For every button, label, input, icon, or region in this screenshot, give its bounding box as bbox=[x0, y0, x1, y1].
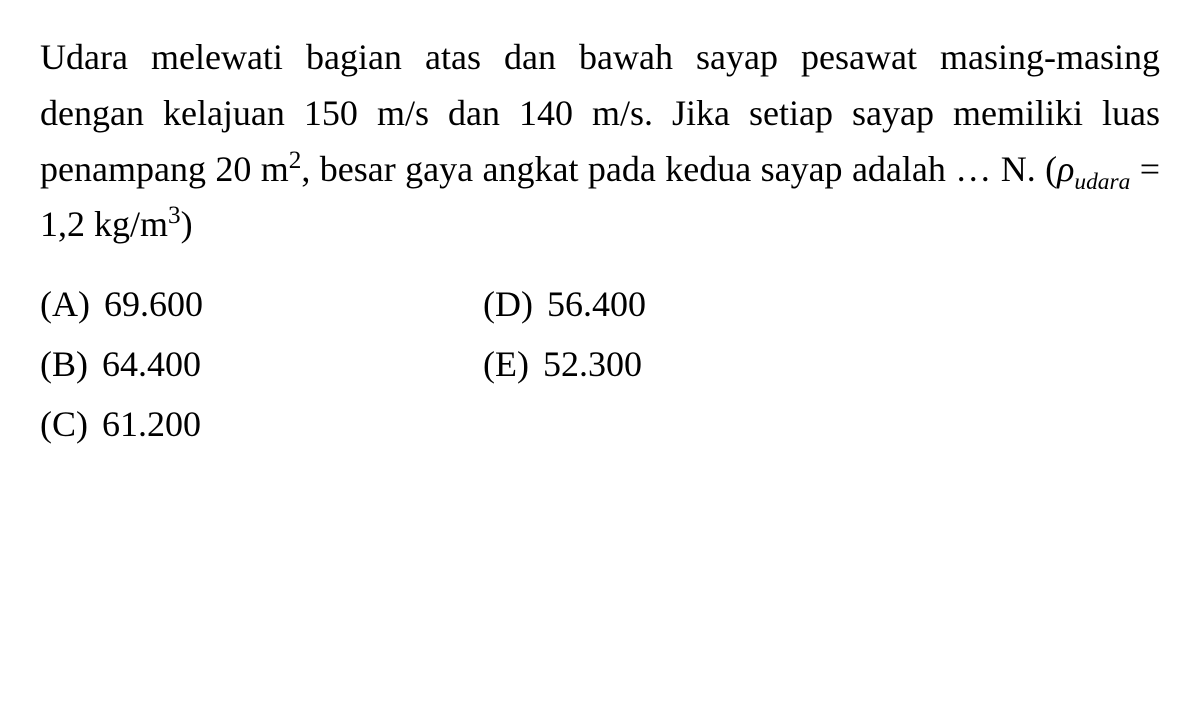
option-value-c: 61.200 bbox=[102, 397, 201, 451]
question-part-4: ) bbox=[181, 204, 193, 244]
option-label-d: (D) bbox=[483, 277, 533, 331]
option-value-a: 69.600 bbox=[104, 277, 203, 331]
options-container: (A) 69.600 (B) 64.400 (C) 61.200 (D) 56.… bbox=[40, 277, 1160, 451]
options-column-right: (D) 56.400 (E) 52.300 bbox=[483, 277, 646, 451]
option-value-b: 64.400 bbox=[102, 337, 201, 391]
option-c: (C) 61.200 bbox=[40, 397, 203, 451]
option-d: (D) 56.400 bbox=[483, 277, 646, 331]
option-label-a: (A) bbox=[40, 277, 90, 331]
option-value-e: 52.300 bbox=[543, 337, 642, 391]
question-text: Udara melewati bagian atas dan bawah say… bbox=[40, 30, 1160, 253]
subscript-udara: udara bbox=[1074, 169, 1130, 195]
option-b: (B) 64.400 bbox=[40, 337, 203, 391]
option-a: (A) 69.600 bbox=[40, 277, 203, 331]
option-e: (E) 52.300 bbox=[483, 337, 646, 391]
rho-symbol: ρ bbox=[1057, 149, 1074, 189]
option-label-b: (B) bbox=[40, 337, 88, 391]
option-label-e: (E) bbox=[483, 337, 529, 391]
options-column-left: (A) 69.600 (B) 64.400 (C) 61.200 bbox=[40, 277, 203, 451]
question-part-2: , besar gaya angkat pada kedua sayap ada… bbox=[301, 149, 1057, 189]
superscript-2: 2 bbox=[289, 147, 302, 174]
superscript-3: 3 bbox=[168, 202, 181, 229]
option-label-c: (C) bbox=[40, 397, 88, 451]
option-value-d: 56.400 bbox=[547, 277, 646, 331]
